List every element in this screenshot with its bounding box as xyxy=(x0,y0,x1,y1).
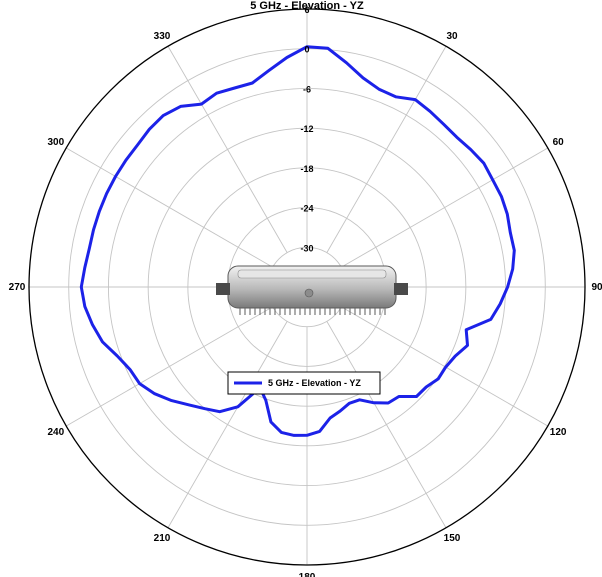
grid-spoke xyxy=(326,321,447,528)
grid-spoke xyxy=(66,306,273,427)
grid-spoke xyxy=(341,147,548,268)
polar-grid xyxy=(28,8,586,566)
grid-spoke xyxy=(66,147,273,268)
radial-tick-label: -18 xyxy=(300,164,313,174)
axis-labels: 30609012015018021024027030033060-6-12-18… xyxy=(9,5,602,577)
radial-tick-label: -12 xyxy=(300,124,313,134)
chart-title: 5 GHz - Elevation - YZ xyxy=(250,0,364,12)
series-layer xyxy=(79,45,516,437)
grid-spoke xyxy=(167,46,288,253)
outer-circle xyxy=(28,8,586,566)
angle-tick-label: 60 xyxy=(553,137,565,148)
radial-tick-label: 0 xyxy=(304,45,309,55)
angle-tick-label: 180 xyxy=(299,572,316,577)
legend: 5 GHz - Elevation - YZ xyxy=(227,371,381,395)
device-left-connector xyxy=(216,283,230,295)
angle-tick-label: 30 xyxy=(446,31,458,42)
angle-tick-label: 150 xyxy=(444,533,461,544)
grid-spoke xyxy=(167,321,288,528)
device-right-connector xyxy=(394,283,408,295)
grid-spoke xyxy=(326,46,447,253)
radial-tick-label: -30 xyxy=(300,243,313,253)
device-logo xyxy=(304,288,314,298)
angle-tick-label: 210 xyxy=(154,533,171,544)
angle-tick-label: 240 xyxy=(48,427,65,438)
angle-tick-label: 90 xyxy=(591,282,602,293)
angle-tick-label: 300 xyxy=(48,137,65,148)
radial-tick-label: -6 xyxy=(303,84,311,94)
access-point-device-image xyxy=(216,265,408,315)
device-top-ridge xyxy=(237,269,387,279)
series-line xyxy=(79,45,516,437)
angle-tick-label: 120 xyxy=(550,427,567,438)
angle-tick-label: 270 xyxy=(9,282,26,293)
legend-box xyxy=(227,371,381,395)
angle-tick-label: 330 xyxy=(154,31,171,42)
legend-label: 5 GHz - Elevation - YZ xyxy=(268,378,361,388)
radial-tick-label: -24 xyxy=(300,204,313,214)
radial-tick-label: 6 xyxy=(304,5,309,15)
